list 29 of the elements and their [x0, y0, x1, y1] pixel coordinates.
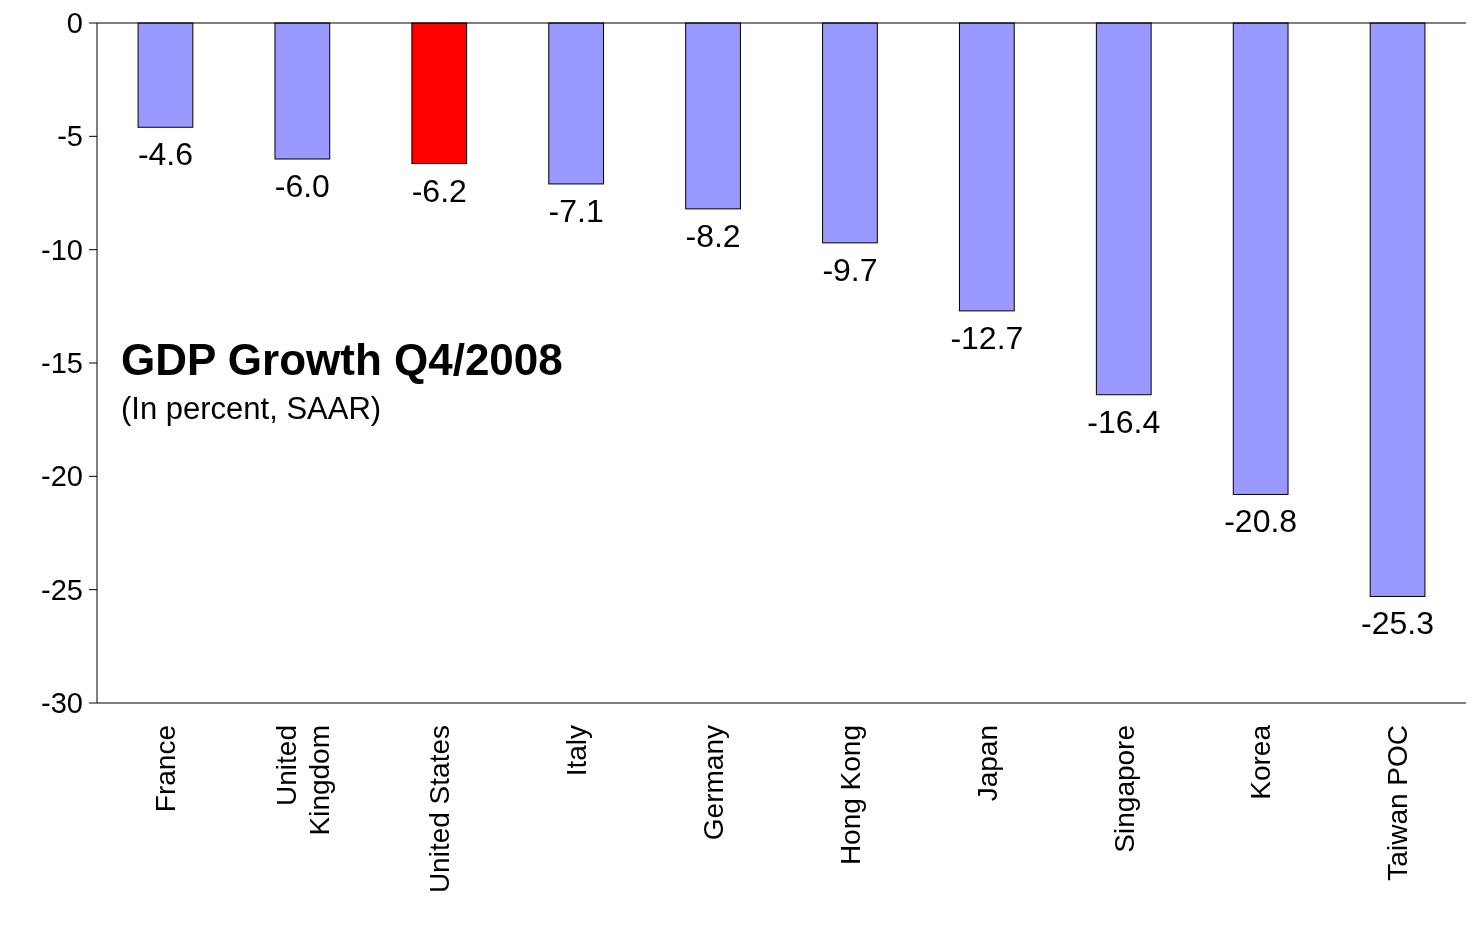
- data-label: -9.7: [822, 251, 878, 288]
- y-tick-label: -25: [41, 573, 83, 606]
- data-label: -25.3: [1361, 605, 1435, 642]
- x-tick-label: Italy: [560, 725, 592, 777]
- data-label: -6.0: [274, 168, 330, 204]
- y-tick-label: 0: [66, 7, 83, 40]
- data-label: -16.4: [1087, 403, 1161, 440]
- data-label: -4.6: [137, 136, 194, 173]
- data-label: -12.7: [950, 319, 1024, 356]
- y-tick-label: -20: [41, 460, 83, 493]
- x-tick-label: Korea: [1245, 724, 1277, 800]
- x-tick-label: Germany: [697, 725, 729, 841]
- text: (In percent, SAAR): [121, 391, 382, 426]
- x-tick-label: United States: [424, 725, 456, 894]
- data-label: -7.1: [548, 192, 604, 229]
- y-tick-label: -30: [41, 687, 83, 720]
- data-label: -20.8: [1224, 503, 1298, 540]
- x-tick-label: Taiwan POC: [1382, 725, 1414, 881]
- data-label: -6.2: [411, 172, 467, 209]
- x-tick-label: United Kingdom: [270, 725, 335, 836]
- x-tick-label: Singapore: [1108, 725, 1140, 853]
- y-tick-label: -10: [41, 233, 83, 266]
- data-label: -8.2: [685, 217, 741, 254]
- x-tick-label: Japan: [971, 725, 1003, 802]
- x-tick-label: France: [150, 725, 182, 813]
- text: GDP Growth Q4/2008: [121, 335, 563, 384]
- x-tick-label: Hong Kong: [834, 725, 866, 866]
- y-tick-label: -15: [41, 347, 83, 380]
- y-tick-label: -5: [57, 120, 83, 153]
